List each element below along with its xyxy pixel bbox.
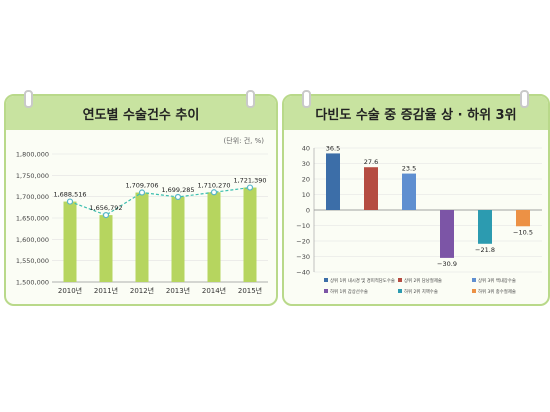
change-rate-panel: 다빈도 수술 중 증감율 상 · 하위 3위 40 30 20 10 0 −10 −20 −3… (282, 90, 550, 306)
data-point (66, 198, 74, 205)
legend-swatch (472, 278, 476, 282)
y-tick-label: 30 (302, 160, 310, 168)
legend-swatch (398, 289, 402, 293)
binder-ring (24, 90, 33, 108)
legend-label: 하위 3위 충수절제술 (478, 288, 516, 295)
data-point (246, 184, 254, 191)
bar (326, 153, 340, 210)
x-tick-label: 2014년 (202, 286, 226, 295)
trend-line (69, 186, 251, 216)
data-point (174, 193, 182, 201)
bar (99, 215, 113, 282)
data-label: −21.8 (475, 246, 495, 254)
y-tick-label: 1,800,000 (16, 151, 49, 159)
x-tick-label: 2011년 (94, 286, 118, 295)
y-tick-label: −40 (296, 269, 310, 277)
surgery-count-chart: 1,800,000 1,750,000 1,700,000 1,650,000 1,60… (16, 151, 268, 295)
data-label: 1,709,706 (125, 182, 158, 190)
legend-swatch (324, 289, 328, 293)
y-tick-label: 1,650,000 (16, 215, 49, 223)
x-tick-label: 2012년 (130, 286, 154, 295)
y-tick-label: 10 (302, 191, 310, 199)
x-tick-label: 2013년 (166, 286, 190, 295)
y-tick-label: 0 (306, 207, 310, 215)
y-tick-label: 1,500,000 (16, 279, 49, 287)
y-tick-label: −30 (296, 253, 310, 261)
data-label: 1,699,285 (161, 186, 194, 194)
data-point (138, 189, 146, 196)
y-tick-label: −10 (296, 222, 310, 230)
y-tick-label: 1,600,000 (16, 236, 49, 244)
bar (516, 210, 530, 227)
x-tick-label: 2015년 (238, 286, 262, 295)
binder-ring (246, 90, 255, 108)
data-label: 1,710,270 (197, 181, 230, 189)
y-tick-label: 1,750,000 (16, 172, 49, 180)
y-tick-label: −20 (296, 238, 310, 246)
bar (440, 210, 454, 258)
legend-label: 상위 2위 담낭절제술 (404, 277, 442, 284)
bar (243, 187, 257, 282)
y-tick-label: 1,550,000 (16, 257, 49, 265)
data-label: 1,721,390 (233, 177, 266, 185)
legend-label: 상위 3위 백내장수술 (478, 277, 516, 284)
x-tick-label: 2010년 (58, 286, 82, 295)
data-label: −10.5 (513, 228, 533, 236)
data-point (102, 212, 110, 219)
data-label: 23.5 (402, 165, 416, 173)
bar (402, 173, 416, 210)
data-label: 27.6 (364, 158, 378, 166)
bar (364, 167, 378, 210)
data-point (210, 189, 218, 196)
bar (63, 201, 77, 282)
bar (207, 192, 221, 282)
legend-swatch (472, 289, 476, 293)
y-tick-label: 40 (302, 145, 310, 153)
legend-swatch (398, 278, 402, 282)
binder-ring (520, 90, 529, 108)
surgery-count-panel: 연도별 수술건수 추이 (단위: 건, %) 1,800,000 1,750,00… (4, 90, 278, 306)
legend-label: 상위 1위 내시경 및 경피적담도수술 (330, 277, 395, 284)
change-rate-title: 다빈도 수술 중 증감율 상 · 하위 3위 (284, 96, 548, 130)
data-label: 36.5 (326, 144, 340, 152)
change-rate-chart: 40 30 20 10 0 −10 −20 −30 −40 36.5 27.6 23.5 −30.9 −2… (296, 144, 542, 295)
unit-label: (단위: 건, %) (223, 137, 264, 145)
bar (171, 196, 185, 282)
data-label: 1,688,516 (53, 191, 86, 199)
bar (135, 192, 149, 282)
binder-ring (302, 90, 311, 108)
legend-label: 하위 2위 치핵수술 (404, 288, 438, 295)
y-tick-label: 20 (302, 176, 310, 184)
surgery-count-title: 연도별 수술건수 추이 (6, 96, 276, 130)
legend-swatch (324, 278, 328, 282)
legend-label: 하위 1위 갑상선수술 (330, 288, 368, 295)
data-label: 1,656,792 (89, 204, 122, 212)
data-label: −30.9 (437, 260, 457, 268)
bar (478, 210, 492, 244)
y-tick-label: 1,700,000 (16, 193, 49, 201)
